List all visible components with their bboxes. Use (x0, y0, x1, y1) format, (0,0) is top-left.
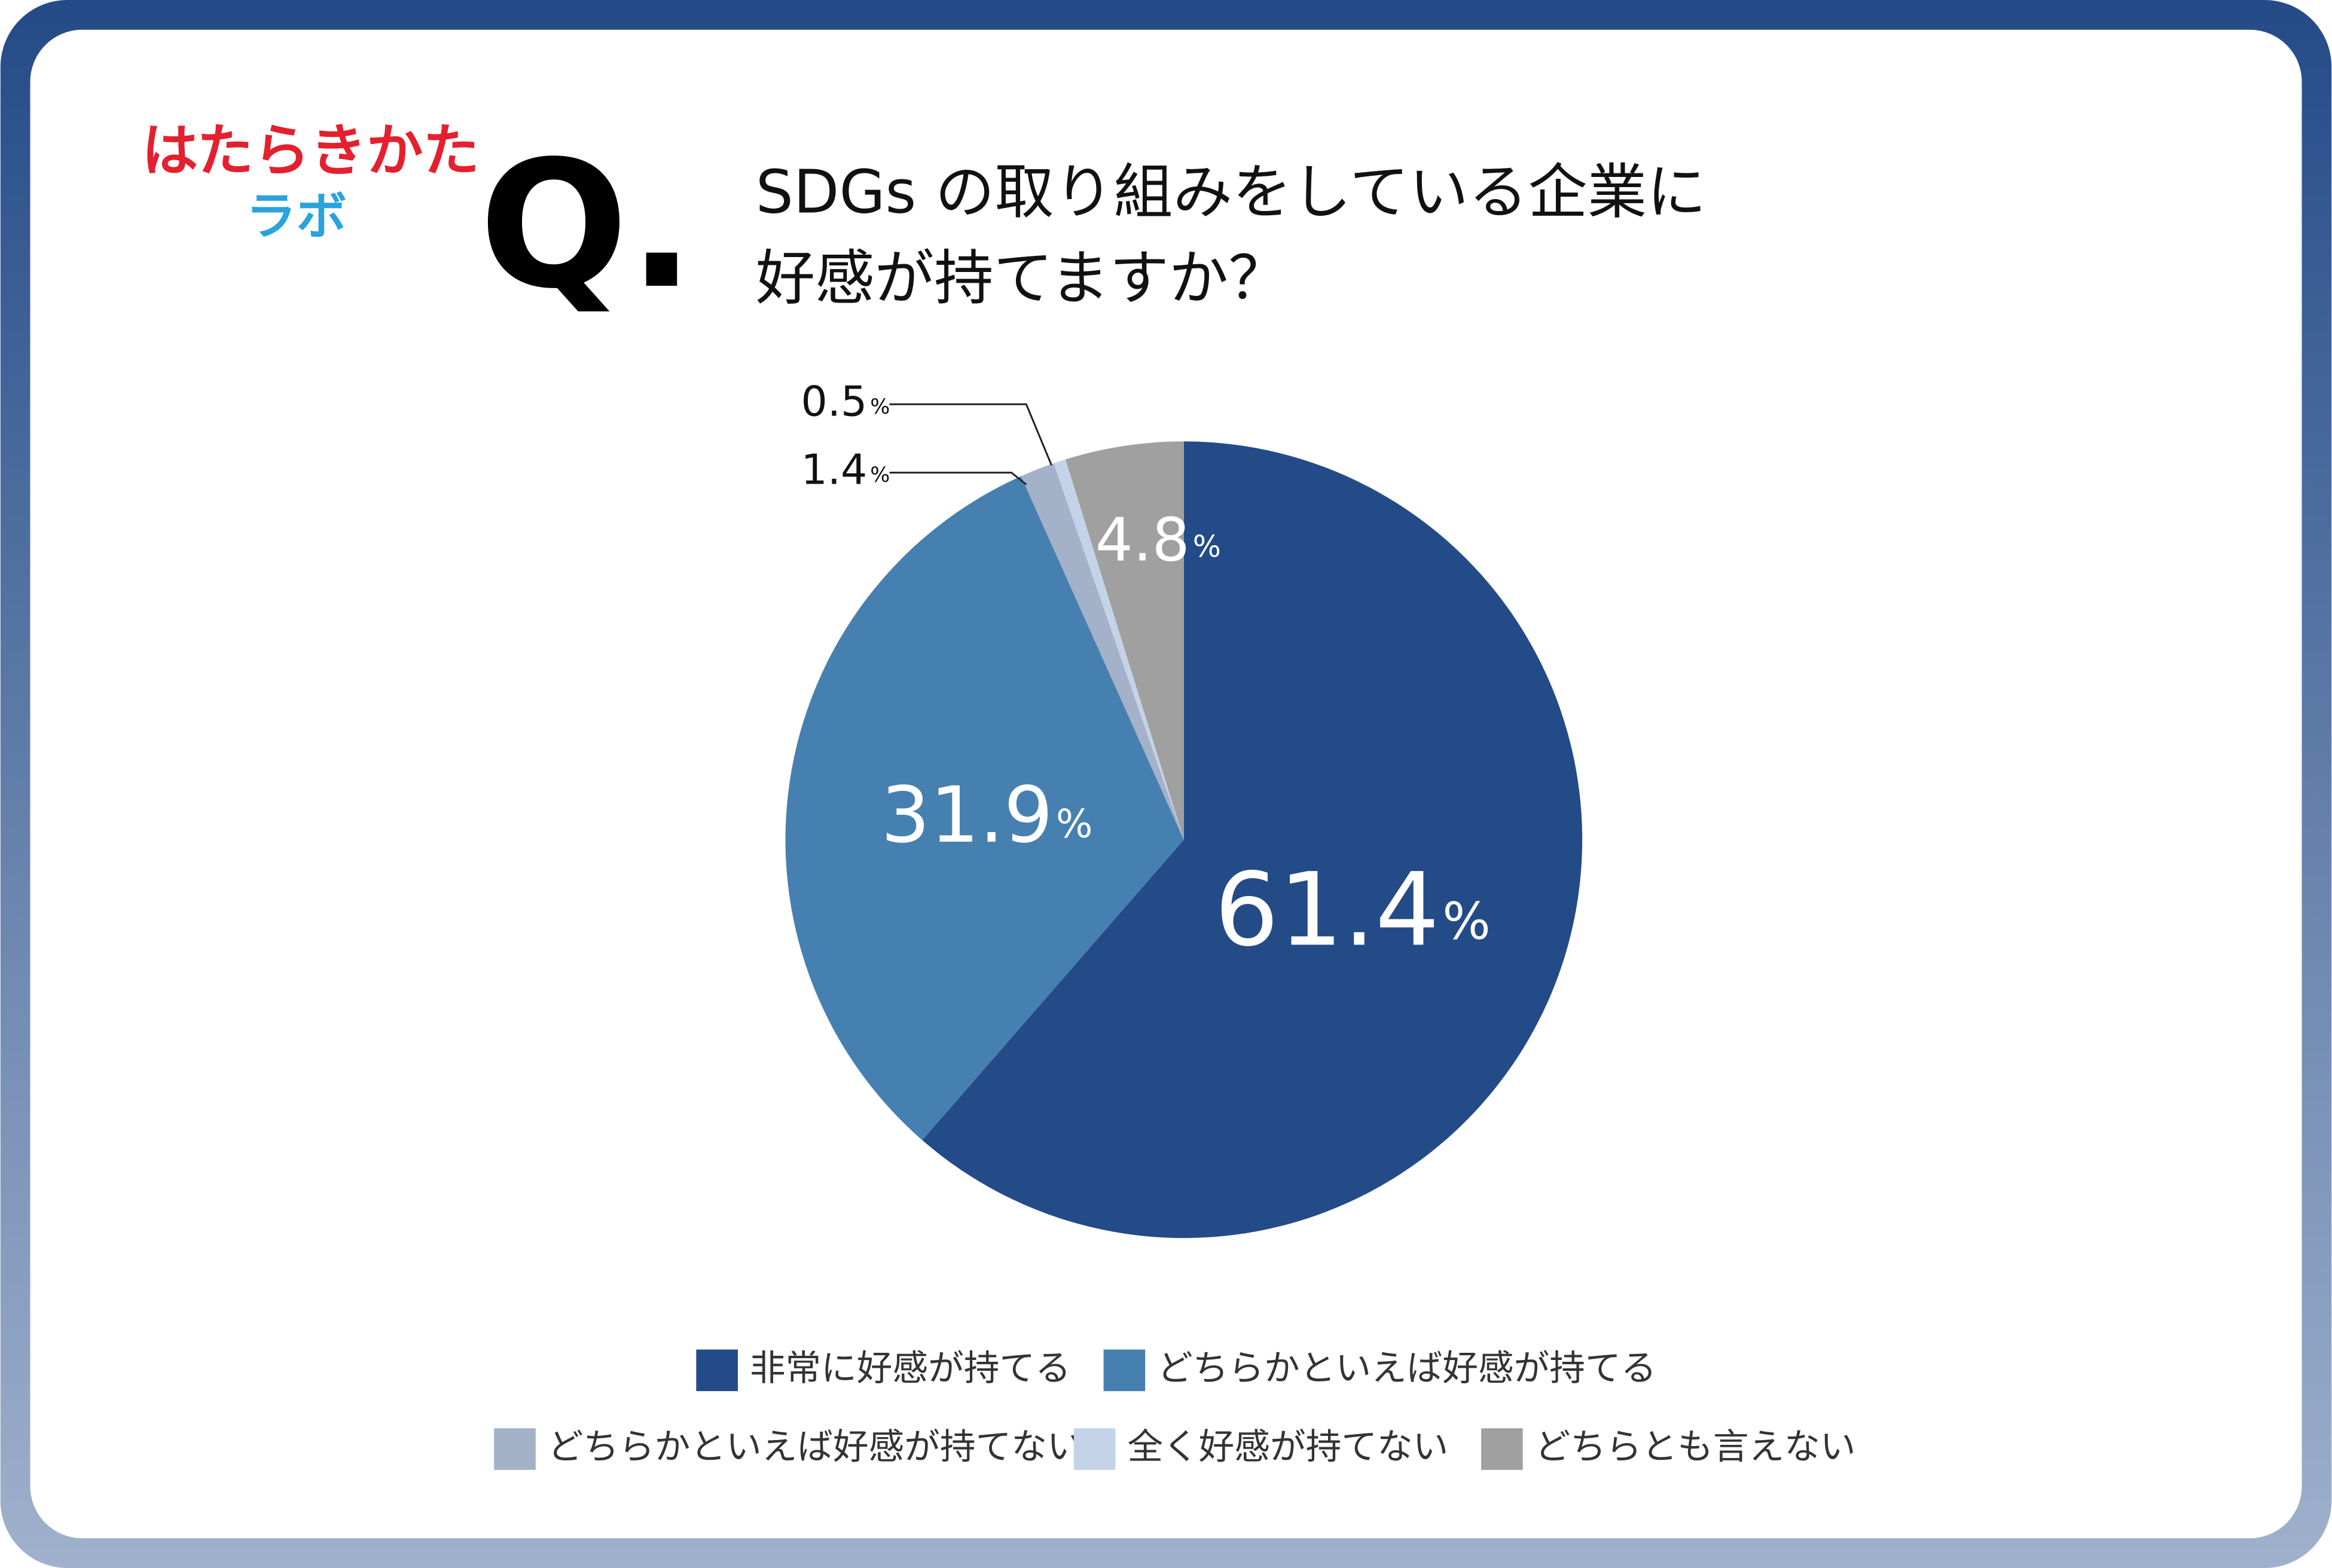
value-unit: % (870, 463, 890, 487)
legend-swatch (1103, 1349, 1146, 1392)
value-label: 0.5 (801, 377, 868, 426)
chart-title: 好感が持てますか？ (756, 244, 1288, 313)
pie-slice (1065, 441, 1184, 840)
value-unit: % (1056, 802, 1092, 846)
pie-slice (785, 476, 1184, 1141)
leader-line (889, 403, 1052, 466)
leader-line (889, 472, 1027, 485)
pie (785, 441, 1583, 1239)
legend-label: どちらかといえば好感が持てる (1157, 1348, 1656, 1389)
legend-swatch (696, 1349, 738, 1392)
question-mark: Q. (479, 124, 695, 328)
legend-label: どちらかといえば好感が持てない (548, 1427, 1083, 1468)
chart-title: SDGs の取り組みをしている企業に (756, 158, 1707, 227)
value-label: 31.9 (881, 771, 1053, 860)
value-unit: % (1193, 529, 1221, 564)
pie-slice (1021, 463, 1184, 840)
logo-line1: はたらきかた (142, 118, 480, 184)
value-label: 61.4 (1214, 851, 1439, 968)
legend-swatch (494, 1428, 536, 1470)
value-unit: % (870, 395, 890, 419)
pie-slice (922, 441, 1583, 1239)
value-label: 1.4 (801, 446, 868, 494)
legend-swatch (1073, 1428, 1116, 1470)
legend-label: どちらとも言えない (1535, 1427, 1856, 1468)
pie-slice (1054, 459, 1184, 840)
labels: 61.4 %31.9 %1.4 %0.5 %4.8% (801, 377, 1491, 968)
legend-label: 非常に好感が持てる (750, 1348, 1071, 1389)
legend-swatch (1481, 1428, 1523, 1470)
value-label: 4.8 (1095, 506, 1190, 574)
logo-line2: ラボ (246, 187, 347, 246)
value-unit: % (1442, 892, 1490, 950)
legend-label: 全く好感が持てない (1127, 1427, 1448, 1468)
